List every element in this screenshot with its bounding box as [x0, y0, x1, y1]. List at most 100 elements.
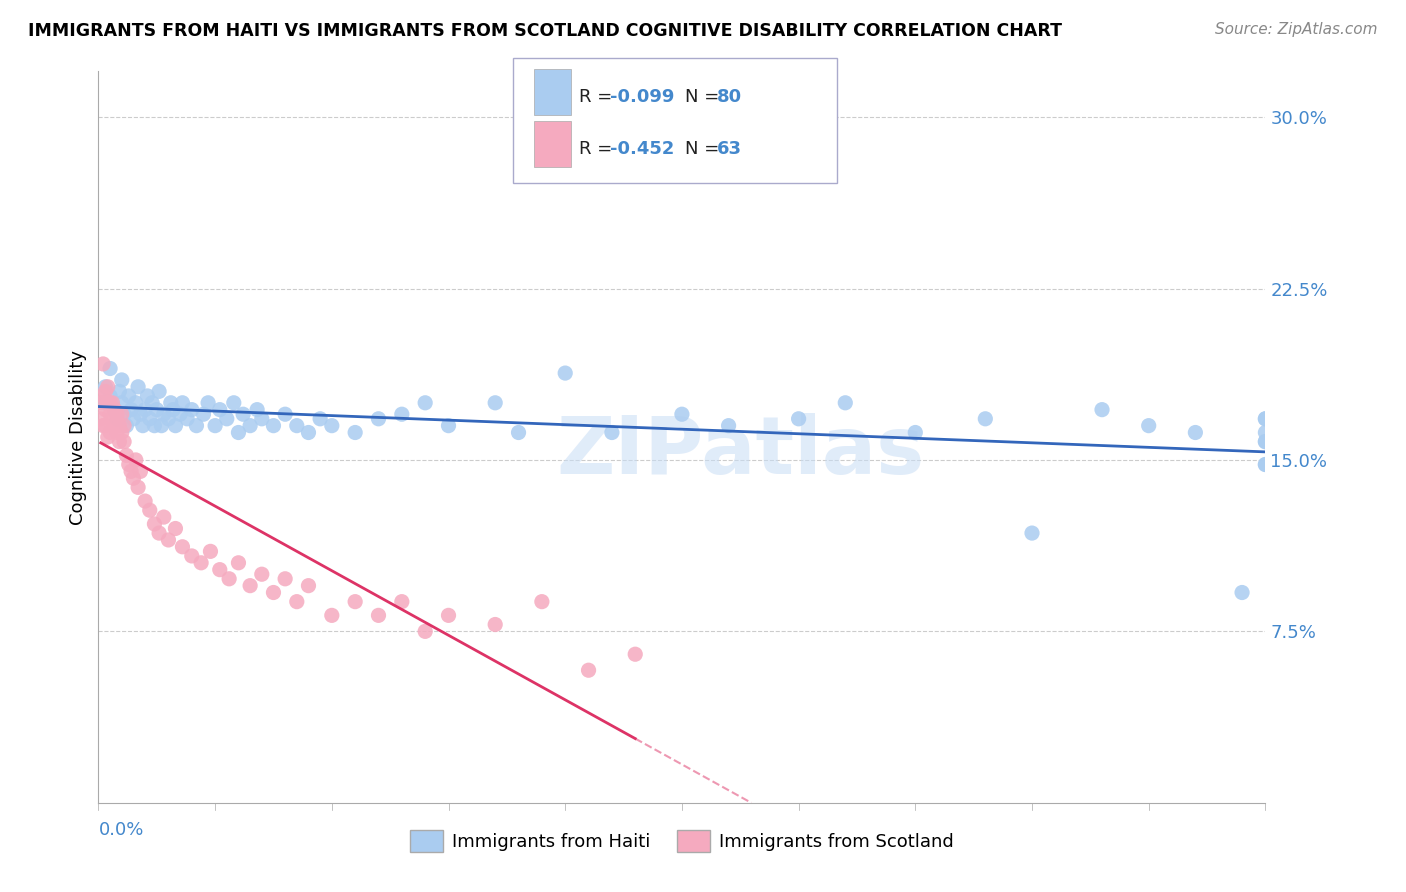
- Text: ZIPatlas: ZIPatlas: [557, 413, 924, 491]
- Point: [1137, 418, 1160, 433]
- Point: [157, 412, 180, 426]
- Point: [197, 396, 219, 410]
- Point: [108, 384, 131, 399]
- Point: [250, 412, 273, 426]
- Point: [176, 412, 198, 426]
- Point: [97, 380, 120, 394]
- Point: [624, 647, 647, 661]
- Point: [134, 494, 156, 508]
- Point: [274, 572, 297, 586]
- Point: [200, 544, 222, 558]
- Point: [105, 425, 128, 440]
- Point: [208, 402, 231, 417]
- Point: [148, 384, 170, 399]
- Point: [391, 595, 413, 609]
- Point: [1184, 425, 1206, 440]
- Point: [139, 503, 162, 517]
- Point: [108, 434, 131, 449]
- Point: [122, 471, 145, 485]
- Point: [391, 407, 413, 421]
- Point: [530, 595, 553, 609]
- Point: [787, 412, 810, 426]
- Point: [91, 396, 114, 410]
- Point: [190, 556, 212, 570]
- Point: [139, 412, 162, 426]
- Point: [118, 458, 141, 472]
- Point: [1254, 458, 1277, 472]
- Point: [239, 418, 262, 433]
- Point: [125, 453, 148, 467]
- Point: [204, 418, 226, 433]
- Point: [717, 418, 740, 433]
- Point: [1254, 434, 1277, 449]
- Point: [104, 418, 127, 433]
- Point: [274, 407, 297, 421]
- Point: [974, 412, 997, 426]
- Point: [285, 418, 308, 433]
- Point: [91, 357, 114, 371]
- Point: [297, 579, 319, 593]
- Point: [111, 373, 134, 387]
- Point: [112, 418, 135, 433]
- Point: [159, 396, 181, 410]
- Point: [115, 418, 138, 433]
- Point: [111, 396, 134, 410]
- Point: [600, 425, 623, 440]
- Point: [98, 425, 121, 440]
- Point: [98, 396, 121, 410]
- Point: [297, 425, 319, 440]
- Y-axis label: Cognitive Disability: Cognitive Disability: [69, 350, 87, 524]
- Point: [98, 361, 121, 376]
- Point: [152, 407, 174, 421]
- Point: [246, 402, 269, 417]
- Point: [165, 521, 187, 535]
- Point: [413, 396, 436, 410]
- Point: [101, 396, 124, 410]
- Point: [262, 585, 284, 599]
- Point: [1254, 458, 1277, 472]
- Point: [111, 407, 134, 421]
- Point: [367, 608, 389, 623]
- Point: [904, 425, 927, 440]
- Point: [215, 412, 238, 426]
- Point: [180, 549, 202, 563]
- Point: [120, 402, 142, 417]
- Point: [437, 418, 460, 433]
- Point: [162, 402, 184, 417]
- Point: [180, 402, 202, 417]
- Point: [309, 412, 332, 426]
- Point: [97, 430, 120, 444]
- Point: [484, 396, 506, 410]
- Point: [344, 425, 367, 440]
- Point: [172, 396, 194, 410]
- Point: [232, 407, 254, 421]
- Text: 0.0%: 0.0%: [98, 821, 143, 839]
- Point: [228, 556, 250, 570]
- Point: [208, 563, 231, 577]
- Point: [321, 608, 343, 623]
- Point: [118, 389, 141, 403]
- Point: [111, 425, 134, 440]
- Point: [136, 389, 159, 403]
- Point: [90, 412, 112, 426]
- Point: [127, 380, 149, 394]
- Point: [1091, 402, 1114, 417]
- Point: [104, 402, 127, 417]
- Point: [112, 434, 135, 449]
- Point: [834, 396, 856, 410]
- Point: [578, 663, 600, 677]
- Point: [413, 624, 436, 639]
- Point: [108, 418, 131, 433]
- Text: 63: 63: [717, 140, 742, 159]
- Point: [105, 412, 128, 426]
- Point: [97, 396, 120, 410]
- Point: [437, 608, 460, 623]
- Point: [169, 407, 191, 421]
- Point: [554, 366, 576, 380]
- Point: [105, 407, 128, 421]
- Point: [104, 402, 127, 417]
- Point: [228, 425, 250, 440]
- Text: -0.099: -0.099: [610, 88, 675, 106]
- Point: [90, 396, 112, 410]
- Point: [143, 516, 166, 531]
